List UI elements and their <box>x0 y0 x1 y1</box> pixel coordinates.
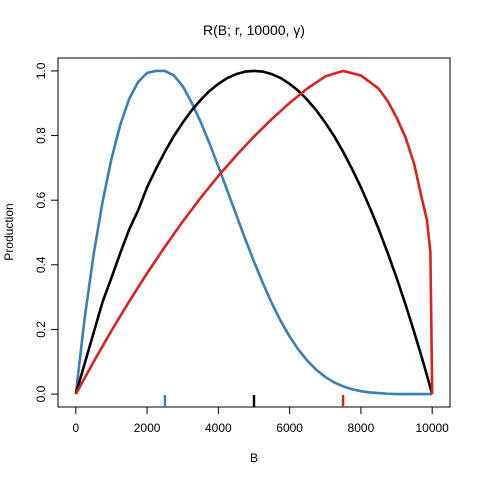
peak-markers <box>163 395 345 407</box>
x-axis-label: B <box>250 451 258 465</box>
series-line-1 <box>74 69 433 396</box>
series-layer <box>74 69 434 396</box>
series-line-3 <box>74 69 434 395</box>
x-tick-label: 10000 <box>415 421 449 435</box>
y-tick-label: 0.2 <box>34 321 48 338</box>
x-tick-label: 0 <box>72 421 79 435</box>
x-tick-label: 6000 <box>276 421 303 435</box>
y-axis-label: Production <box>2 203 16 260</box>
x-tick-label: 4000 <box>205 421 232 435</box>
y-tick-label: 0.4 <box>34 256 48 273</box>
axes-layer: 0 2000 4000 6000 8000 10000 0.0 0.2 0.4 0.6 0.8 1.0 <box>34 62 449 435</box>
x-tick-label: 8000 <box>348 421 375 435</box>
chart-title: R(B; r, 10000, γ) <box>203 22 305 38</box>
series-line-2 <box>74 69 434 395</box>
x-tick-label: 2000 <box>134 421 161 435</box>
y-tick-label: 0.6 <box>34 192 48 209</box>
y-tick-label: 1.0 <box>34 62 48 79</box>
y-tick-label: 0.8 <box>34 127 48 144</box>
y-tick-label: 0.0 <box>34 385 48 402</box>
